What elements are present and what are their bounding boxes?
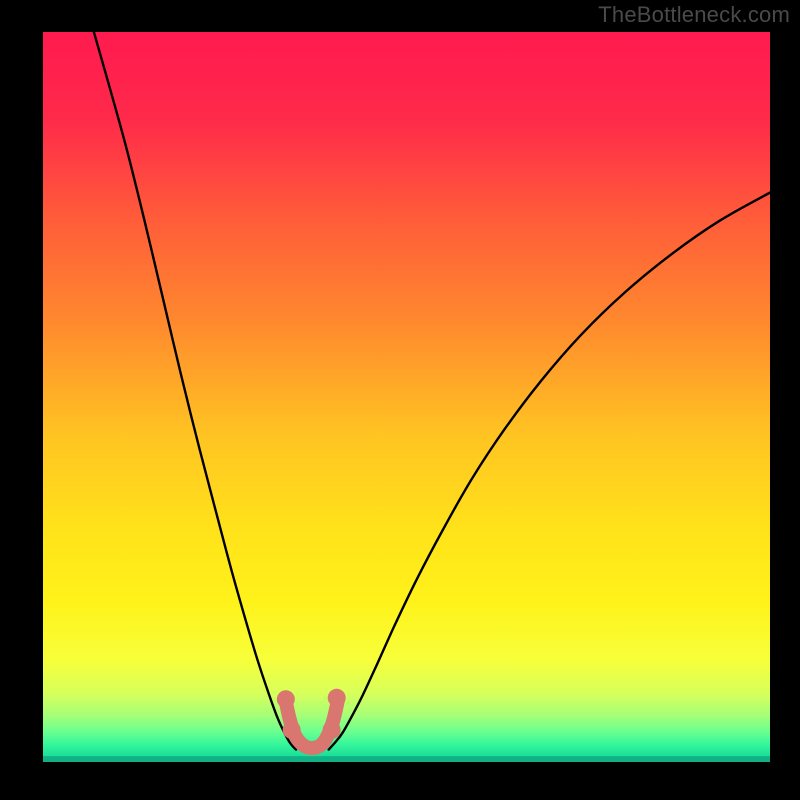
bottom-overlay-svg [43, 32, 770, 762]
trough-dot-1 [283, 721, 301, 739]
chart-stage: TheBottleneck.com [0, 0, 800, 800]
watermark-text: TheBottleneck.com [598, 2, 790, 28]
plot-area [43, 32, 770, 762]
trough-dot-2 [323, 721, 341, 739]
trough-dot-3 [328, 689, 346, 707]
trough-dot-0 [277, 690, 295, 708]
